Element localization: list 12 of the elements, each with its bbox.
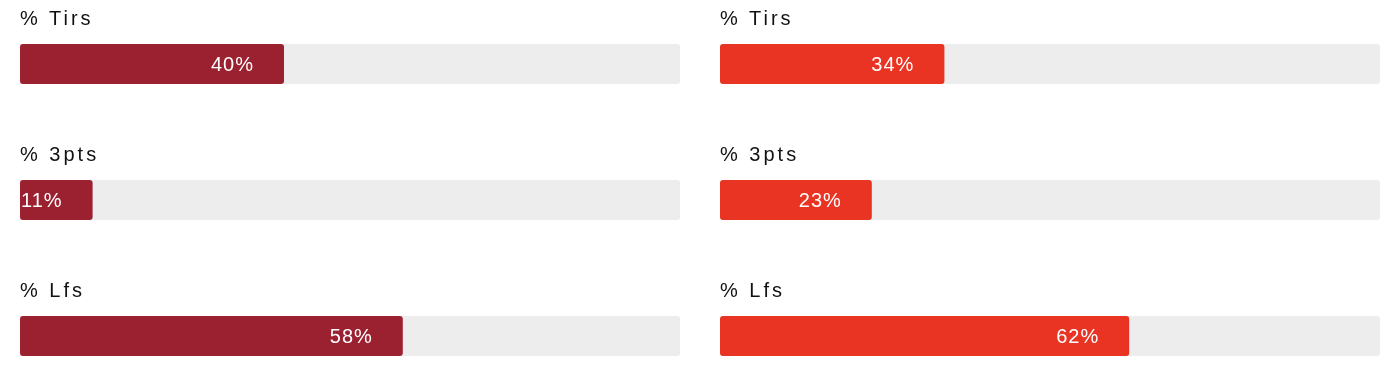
data-label: 62% [1056, 325, 1100, 348]
y-tick-label: % Lfs [720, 279, 786, 302]
data-label: 23% [798, 189, 842, 212]
data-label: 58% [329, 325, 373, 348]
data-label: 34% [871, 53, 915, 76]
y-tick-label: % Tirs [20, 7, 94, 30]
data-label: 11% [21, 189, 63, 212]
y-tick-label: % Lfs [20, 279, 86, 302]
data-label: 40% [210, 53, 254, 76]
y-tick-label: % Tirs [720, 7, 794, 30]
y-tick-label: % 3pts [20, 143, 100, 166]
y-tick-label: % 3pts [720, 143, 800, 166]
